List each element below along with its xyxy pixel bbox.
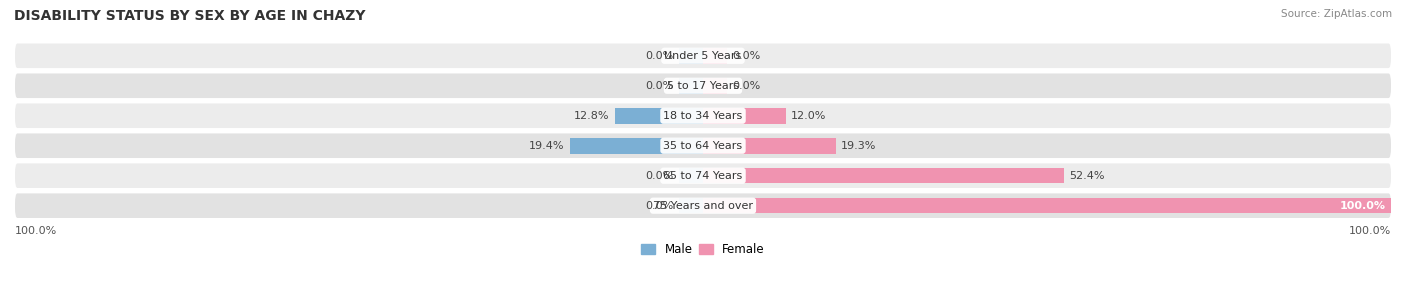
Bar	[679, 78, 703, 94]
Text: 19.4%: 19.4%	[529, 141, 564, 151]
FancyBboxPatch shape	[15, 43, 1391, 68]
Text: 100.0%: 100.0%	[15, 226, 58, 236]
FancyBboxPatch shape	[15, 74, 1391, 98]
Bar	[679, 198, 703, 213]
Bar	[703, 108, 786, 123]
FancyBboxPatch shape	[15, 103, 1391, 128]
Text: 0.0%: 0.0%	[645, 51, 673, 61]
Text: 75 Years and over: 75 Years and over	[652, 201, 754, 211]
Text: 35 to 64 Years: 35 to 64 Years	[664, 141, 742, 151]
Text: 52.4%: 52.4%	[1069, 171, 1105, 181]
Text: 18 to 34 Years: 18 to 34 Years	[664, 111, 742, 121]
Bar	[679, 168, 703, 184]
Bar	[703, 138, 835, 154]
Text: 0.0%: 0.0%	[733, 51, 761, 61]
Bar	[569, 138, 703, 154]
Text: 19.3%: 19.3%	[841, 141, 877, 151]
Text: Source: ZipAtlas.com: Source: ZipAtlas.com	[1281, 9, 1392, 19]
Bar	[703, 168, 1063, 184]
Text: 100.0%: 100.0%	[1348, 226, 1391, 236]
Bar	[703, 78, 727, 94]
FancyBboxPatch shape	[15, 193, 1391, 218]
Bar	[703, 48, 727, 64]
Text: 0.0%: 0.0%	[733, 81, 761, 91]
Text: 0.0%: 0.0%	[645, 171, 673, 181]
Bar	[679, 48, 703, 64]
Text: 5 to 17 Years: 5 to 17 Years	[666, 81, 740, 91]
Text: 65 to 74 Years: 65 to 74 Years	[664, 171, 742, 181]
Bar	[614, 108, 703, 123]
FancyBboxPatch shape	[15, 133, 1391, 158]
Text: 100.0%: 100.0%	[1340, 201, 1385, 211]
Text: DISABILITY STATUS BY SEX BY AGE IN CHAZY: DISABILITY STATUS BY SEX BY AGE IN CHAZY	[14, 9, 366, 23]
Text: 12.0%: 12.0%	[792, 111, 827, 121]
Legend: Male, Female: Male, Female	[637, 238, 769, 261]
Bar	[703, 198, 1391, 213]
Text: Under 5 Years: Under 5 Years	[665, 51, 741, 61]
Text: 0.0%: 0.0%	[645, 201, 673, 211]
FancyBboxPatch shape	[15, 164, 1391, 188]
Text: 12.8%: 12.8%	[574, 111, 609, 121]
Text: 0.0%: 0.0%	[645, 81, 673, 91]
